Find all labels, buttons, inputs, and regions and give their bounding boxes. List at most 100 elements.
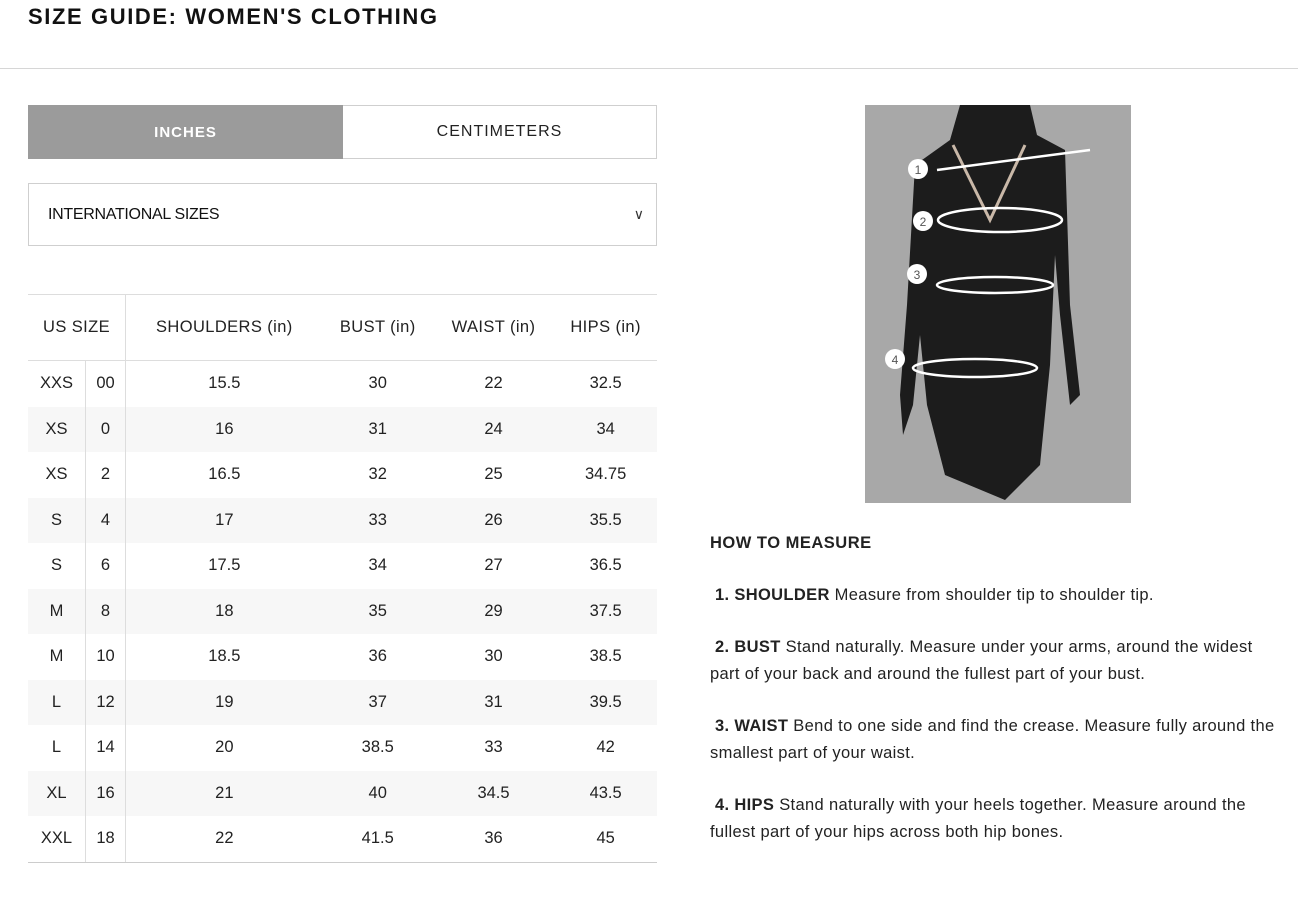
table-cell: 12: [85, 679, 126, 725]
table-row: XL 16 21 40 34.5 43.5: [28, 770, 657, 816]
table-cell: L: [51, 738, 62, 757]
table-cell: 26: [432, 497, 555, 543]
table-cell: 21: [125, 770, 323, 816]
table-cell: L: [28, 679, 86, 725]
table-row: XS 0 16 31 24 34: [28, 406, 657, 452]
table-cell: 17: [125, 497, 323, 543]
header-divider: [0, 68, 1298, 69]
centimeters-tab[interactable]: CENTIMETERS: [343, 105, 657, 159]
how-to-measure: HOW TO MEASURE 1. SHOULDER Measure from …: [710, 530, 1280, 871]
column-header: HIPS (in): [554, 294, 657, 361]
table-cell: 14: [85, 725, 126, 771]
step-shoulder: 1. SHOULDER Measure from shoulder tip to…: [714, 585, 1154, 604]
table-cell: 45: [554, 816, 657, 863]
table-cell: 32: [368, 465, 387, 484]
table-cell: XS: [28, 406, 86, 452]
table-cell: 16: [125, 406, 323, 452]
step-bust: 2. BUST Stand naturally. Measure under y…: [710, 638, 1253, 683]
table-row: L 12 19 37 31 39.5: [28, 679, 657, 725]
step-hips: 4. HIPS Stand naturally with your heels …: [710, 796, 1246, 841]
table-row: S 4 17 33 26 35.5: [28, 497, 657, 543]
table-cell: 34: [554, 406, 657, 452]
table-cell: XS: [45, 465, 68, 484]
table-cell: 2: [85, 452, 126, 498]
table-cell: 42: [596, 738, 615, 757]
table-cell: 33: [484, 738, 503, 757]
table-cell: 37: [322, 679, 433, 725]
measurement-diagram-image: 1 2 3 4: [865, 105, 1131, 503]
table-cell: 4: [85, 497, 126, 543]
table-cell: 43.5: [554, 770, 657, 816]
table-cell: 35: [322, 588, 433, 634]
column-header: WAIST (in): [432, 294, 555, 361]
table-cell: 18.5: [208, 647, 241, 666]
table-header-row: US SIZE SHOULDERS (in) BUST (in) WAIST (in)…: [28, 294, 657, 361]
marker-1: 1: [915, 163, 922, 177]
table-cell: 30: [368, 374, 387, 393]
table-cell: 20: [215, 738, 234, 757]
table-row: M 10 18.5 36 30 38.5: [28, 634, 657, 680]
table-cell: 18: [85, 816, 126, 863]
size-system-dropdown[interactable]: INTERNATIONAL SIZES ∨: [28, 183, 657, 246]
size-system-value: INTERNATIONAL SIZES: [48, 205, 220, 223]
table-row: M 8 18 35 29 37.5: [28, 588, 657, 634]
table-row: XXL 18 22 41.5 36 45: [28, 816, 657, 863]
table-cell: 34.75: [584, 465, 627, 484]
table-cell: 37.5: [554, 588, 657, 634]
inches-tab[interactable]: INCHES: [28, 105, 343, 159]
table-cell: 34: [368, 556, 387, 575]
table-cell: 25: [484, 465, 503, 484]
table-cell: M: [28, 588, 86, 634]
marker-3: 3: [914, 268, 921, 282]
column-header: BUST (in): [322, 294, 433, 361]
table-cell: 8: [85, 588, 126, 634]
table-cell: 0: [85, 406, 126, 452]
table-cell: 16: [85, 770, 126, 816]
step-waist: 3. WAIST Bend to one side and find the c…: [710, 717, 1275, 762]
table-cell: 30: [484, 647, 503, 666]
table-cell: 29: [432, 588, 555, 634]
table-cell: 39.5: [554, 679, 657, 725]
table-row: L 14 20 38.5 33 42: [28, 725, 657, 771]
table-cell: XXS: [39, 374, 74, 393]
marker-2: 2: [920, 215, 927, 229]
column-header: SHOULDERS (in): [125, 294, 323, 361]
table-row: XS 2 16.5 32 25 34.75: [28, 452, 657, 498]
table-cell: 18: [125, 588, 323, 634]
table-cell: 24: [432, 406, 555, 452]
table-cell: 36: [432, 816, 555, 863]
table-cell: 15.5: [208, 374, 241, 393]
table-cell: 31: [322, 406, 433, 452]
table-cell: 36.5: [589, 556, 622, 575]
table-cell: 10: [85, 634, 126, 680]
size-table: US SIZE SHOULDERS (in) BUST (in) WAIST (in)…: [28, 294, 657, 863]
table-cell: 6: [85, 543, 126, 589]
table-cell: XXL: [28, 816, 86, 863]
table-cell: 40: [322, 770, 433, 816]
table-cell: 27: [484, 556, 503, 575]
table-cell: 34.5: [432, 770, 555, 816]
table-cell: 38.5: [589, 647, 622, 666]
table-row: S 6 17.5 34 27 36.5: [28, 543, 657, 589]
how-to-title: HOW TO MEASURE: [710, 534, 872, 552]
table-cell: 22: [484, 374, 503, 393]
table-cell: XL: [28, 770, 86, 816]
table-cell: 33: [322, 497, 433, 543]
table-cell: 16.5: [208, 465, 241, 484]
table-cell: 17.5: [208, 556, 241, 575]
table-row: XXS 00 15.5 30 22 32.5: [28, 360, 657, 407]
column-header: US SIZE: [28, 294, 126, 361]
table-cell: 19: [125, 679, 323, 725]
table-cell: 41.5: [322, 816, 433, 863]
table-cell: 32.5: [589, 374, 622, 393]
table-cell: 38.5: [361, 738, 394, 757]
page-title: SIZE GUIDE: WOMEN'S CLOTHING: [28, 4, 439, 29]
unit-toggle: INCHES CENTIMETERS: [28, 105, 657, 159]
table-cell: M: [49, 647, 64, 666]
table-cell: 22: [125, 816, 323, 863]
chevron-down-icon: ∨: [633, 206, 644, 222]
marker-4: 4: [892, 353, 899, 367]
table-cell: S: [50, 556, 62, 575]
measurement-markers: 1 2 3 4: [885, 159, 933, 369]
table-cell: 36: [368, 647, 387, 666]
